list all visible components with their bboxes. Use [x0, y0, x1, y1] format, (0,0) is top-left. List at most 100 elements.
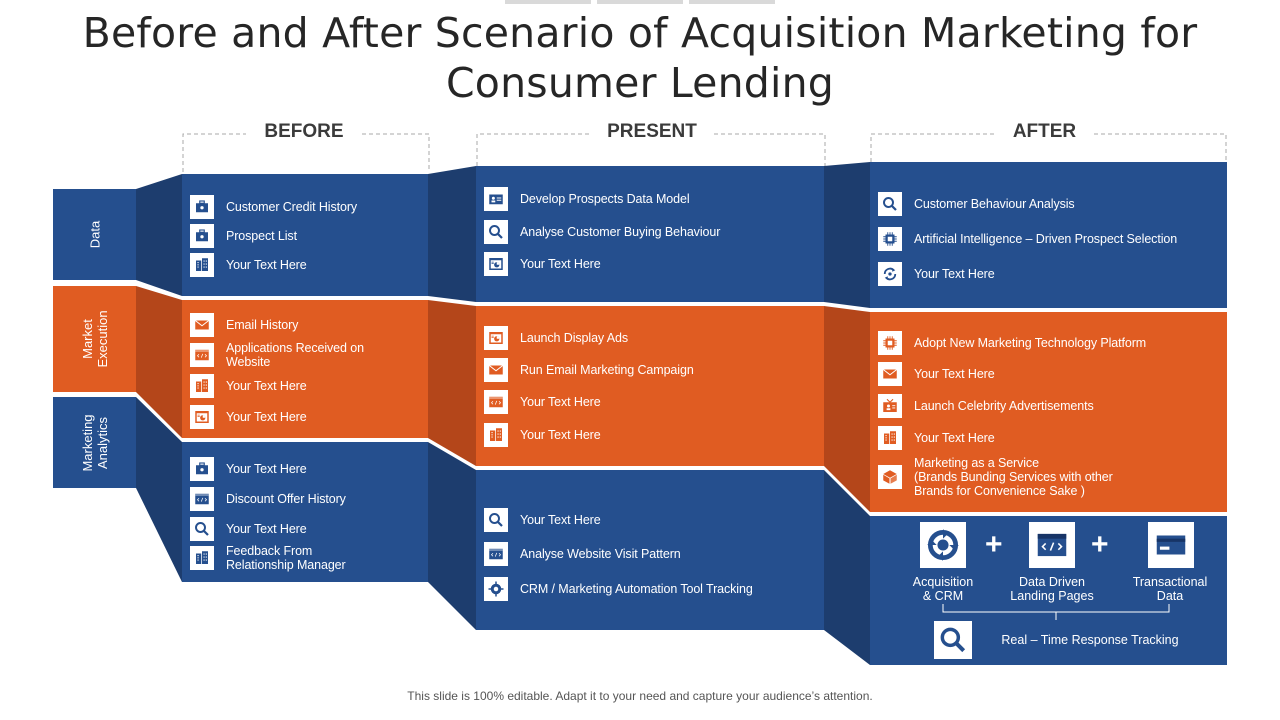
present-analytics-item-label: Your Text Here: [520, 513, 601, 527]
after-data-item-1: Customer Behaviour Analysis: [878, 191, 1234, 217]
browser-chart-icon: [190, 405, 214, 429]
after-bracket-right: [1094, 133, 1227, 162]
before-analytics-item-label: Feedback From Relationship Manager: [226, 544, 346, 572]
code-window-icon: [1029, 522, 1075, 568]
magnifier-icon: [878, 192, 902, 216]
row-label-data: Data: [88, 195, 103, 275]
before-data-item-3: Your Text Here: [190, 252, 426, 278]
cycle-icon: [920, 522, 966, 568]
row-label-marketing-text: Marketing: [80, 414, 95, 472]
code-icon: [484, 390, 508, 414]
present-analytics-item-3: CRM / Marketing Automation Tool Tracking: [484, 576, 820, 602]
before-market-item-label: Your Text Here: [226, 410, 307, 424]
cycle-icon: [878, 262, 902, 286]
row-label-analytics-text: Analytics: [95, 416, 110, 470]
code-icon: [484, 542, 508, 566]
present-data-item-label: Analyse Customer Buying Behaviour: [520, 225, 721, 239]
after-market-item-label: Adopt New Marketing Technology Platform: [914, 336, 1147, 350]
before-analytics-item-1: Your Text Here: [190, 456, 426, 482]
after-market-item-1: Adopt New Marketing Technology Platform: [878, 330, 1234, 356]
present-analytics-item-label: Analyse Website Visit Pattern: [520, 547, 681, 561]
briefcase-icon: [190, 224, 214, 248]
after-market-item-label: Your Text Here: [914, 431, 995, 445]
acquisition-crm-label: Acquisition & CRM: [912, 575, 974, 603]
magnifier-icon: [484, 220, 508, 244]
building-icon: [190, 374, 214, 398]
before-market-item-1: Email History: [190, 312, 426, 338]
after-bracket-left: [870, 133, 995, 162]
present-analytics-item-2: Analyse Website Visit Pattern: [484, 541, 820, 567]
before-bracket-right: [362, 133, 430, 172]
before-market-item-label: Email History: [226, 318, 299, 332]
gear-icon: [484, 577, 508, 601]
present-market-item-label: Your Text Here: [520, 395, 601, 409]
before-analytics-item-label: Your Text Here: [226, 462, 307, 476]
column-header-before: BEFORE: [264, 121, 344, 142]
top-decoration-bar-1: [505, 0, 591, 4]
magnifier-icon: [190, 517, 214, 541]
row-tab-analytics: [53, 397, 136, 488]
row-label-market-text: Market: [80, 319, 95, 359]
before-analytics-item-4: Feedback From Relationship Manager: [190, 544, 426, 572]
row-label-market-execution: Market Execution: [80, 299, 110, 379]
column-header-after: AFTER: [1012, 121, 1077, 142]
before-market-item-3: Your Text Here: [190, 373, 426, 399]
after-data-item-label: Artificial Intelligence – Driven Prospec…: [914, 232, 1178, 246]
transactional-data-label: Transactional Data: [1132, 575, 1208, 603]
browser-chart-icon: [484, 252, 508, 276]
present-data-item-label: Develop Prospects Data Model: [520, 192, 690, 206]
chip-icon: [878, 331, 902, 355]
card-icon: [1148, 522, 1194, 568]
after-data-item-2: Artificial Intelligence – Driven Prospec…: [878, 226, 1234, 252]
before-analytics-item-label: Your Text Here: [226, 522, 307, 536]
present-analytics-item-1: Your Text Here: [484, 507, 820, 533]
tv-icon: [878, 394, 902, 418]
before-analytics-item-3: Your Text Here: [190, 516, 426, 542]
before-data-item-1: Customer Credit History: [190, 194, 426, 220]
mail-icon: [878, 362, 902, 386]
after-market-item-4: Your Text Here: [878, 425, 1234, 451]
plus-sign-1: +: [985, 528, 1003, 561]
top-decoration-bar-3: [689, 0, 775, 4]
after-market-item-label: Launch Celebrity Advertisements: [914, 399, 1094, 413]
present-data-item-3: Your Text Here: [484, 251, 820, 277]
before-analytics-item-label: Discount Offer History: [226, 492, 346, 506]
present-market-item-4: Your Text Here: [484, 422, 820, 448]
row-label-marketing-analytics: Marketing Analytics: [80, 403, 110, 483]
chip-icon: [878, 227, 902, 251]
after-market-item-label: Marketing as a Service (Brands Bunding S…: [914, 456, 1113, 498]
present-market-item-label: Launch Display Ads: [520, 331, 628, 345]
before-data-item-label: Customer Credit History: [226, 200, 358, 214]
after-data-item-label: Your Text Here: [914, 267, 995, 281]
after-market-item-5: Marketing as a Service (Brands Bunding S…: [878, 456, 1234, 498]
present-data-item-1: Develop Prospects Data Model: [484, 186, 820, 212]
before-data-item-2: Prospect List: [190, 223, 426, 249]
browser-chart-icon: [484, 326, 508, 350]
after-data-item-label: Customer Behaviour Analysis: [914, 197, 1075, 211]
code-icon: [190, 487, 214, 511]
page-title-line-1: Before and After Scenario of Acquisition…: [82, 9, 1198, 57]
building-icon: [190, 546, 214, 570]
row-tab-market: [53, 286, 136, 392]
footer-note: This slide is 100% editable. Adapt it to…: [407, 689, 873, 703]
present-market-item-label: Run Email Marketing Campaign: [520, 363, 694, 377]
before-data-item-label: Prospect List: [226, 229, 297, 243]
column-header-present: PRESENT: [607, 121, 697, 142]
present-data-item-label: Your Text Here: [520, 257, 601, 271]
code-icon: [190, 343, 214, 367]
page-title-line-2: Consumer Lending: [445, 59, 835, 107]
plus-sign-2: +: [1091, 528, 1109, 561]
building-icon: [484, 423, 508, 447]
present-market-item-3: Your Text Here: [484, 389, 820, 415]
after-market-item-3: Launch Celebrity Advertisements: [878, 393, 1234, 419]
magnifier-icon: [484, 508, 508, 532]
real-time-response-tracking-label: Real – Time Response Tracking: [1001, 633, 1179, 647]
before-market-item-4: Your Text Here: [190, 404, 426, 430]
mail-icon: [190, 313, 214, 337]
present-market-item-1: Launch Display Ads: [484, 325, 820, 351]
present-market-item-label: Your Text Here: [520, 428, 601, 442]
building-icon: [878, 426, 902, 450]
row-label-execution-text: Execution: [95, 310, 110, 368]
present-data-item-2: Analyse Customer Buying Behaviour: [484, 219, 820, 245]
present-bracket-right: [714, 133, 826, 166]
